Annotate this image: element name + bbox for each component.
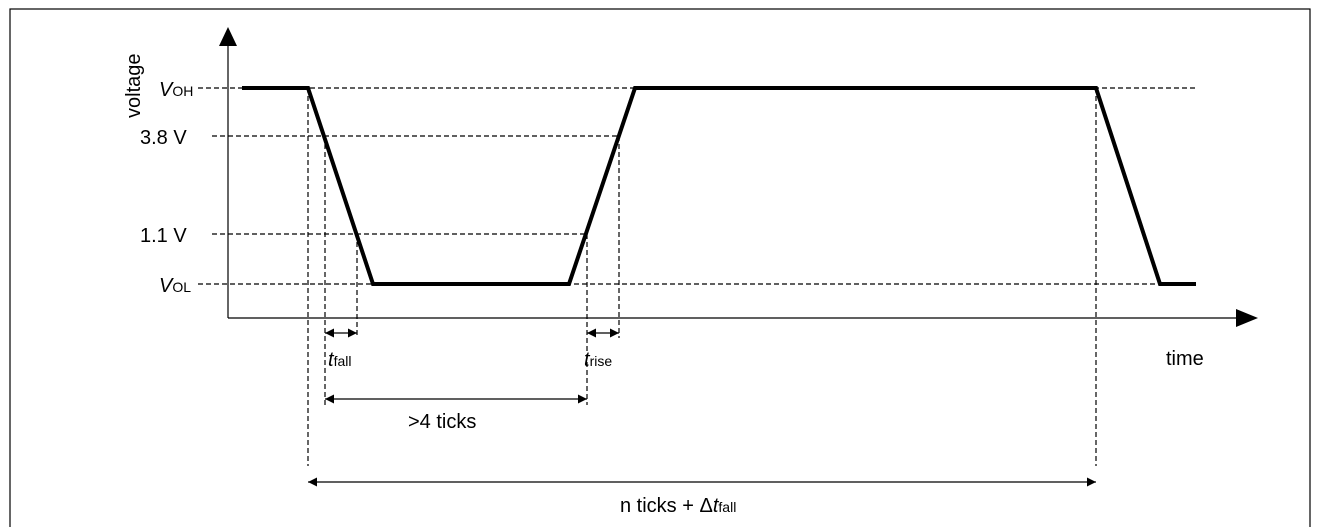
figure-frame xyxy=(9,8,1311,527)
y-axis-label: voltage xyxy=(123,54,145,119)
x-axis-arrowhead xyxy=(1236,309,1258,327)
t-fall-label: tfall xyxy=(328,349,351,371)
x-axis-label: time xyxy=(1166,348,1204,370)
period-label: n ticks + Δtfall xyxy=(620,495,736,517)
voh-label: VOH xyxy=(159,79,193,101)
voltage-waveform xyxy=(242,86,1196,286)
t-rise-label: trise xyxy=(584,349,612,371)
y-axis-arrowhead xyxy=(219,27,237,46)
vol-label: VOL xyxy=(159,275,191,297)
v38-label: 3.8 V xyxy=(140,127,187,149)
gt4-ticks-label: >4 ticks xyxy=(408,411,476,433)
v11-label: 1.1 V xyxy=(140,225,187,247)
